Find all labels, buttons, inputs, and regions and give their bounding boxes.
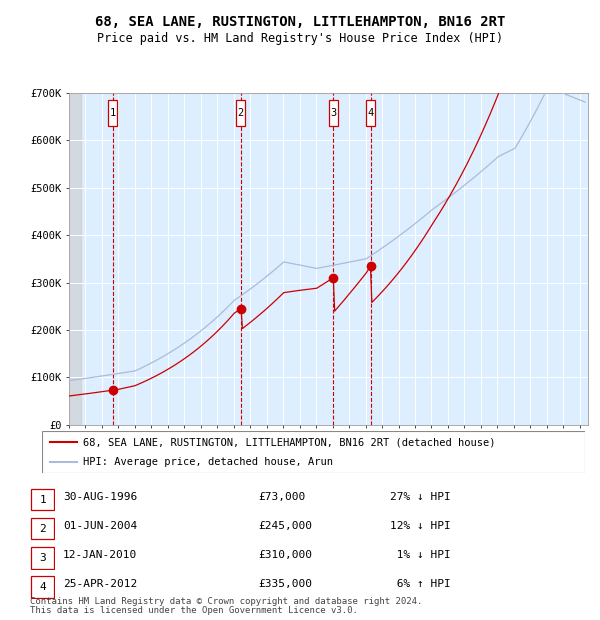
Text: £245,000: £245,000: [258, 521, 312, 531]
Bar: [69, 93, 82, 425]
FancyBboxPatch shape: [31, 547, 54, 569]
Text: Price paid vs. HM Land Registry's House Price Index (HPI): Price paid vs. HM Land Registry's House …: [97, 32, 503, 45]
Text: Contains HM Land Registry data © Crown copyright and database right 2024.: Contains HM Land Registry data © Crown c…: [30, 597, 422, 606]
FancyBboxPatch shape: [31, 576, 54, 598]
Text: 25-APR-2012: 25-APR-2012: [63, 579, 137, 590]
FancyBboxPatch shape: [31, 489, 54, 510]
Text: 3: 3: [39, 553, 46, 563]
Text: 6% ↑ HPI: 6% ↑ HPI: [390, 579, 451, 590]
Text: £335,000: £335,000: [258, 579, 312, 590]
FancyBboxPatch shape: [108, 100, 118, 126]
FancyBboxPatch shape: [367, 100, 376, 126]
Text: 2: 2: [238, 108, 244, 118]
FancyBboxPatch shape: [31, 518, 54, 539]
Text: 27% ↓ HPI: 27% ↓ HPI: [390, 492, 451, 502]
Text: 12-JAN-2010: 12-JAN-2010: [63, 550, 137, 560]
Text: 30-AUG-1996: 30-AUG-1996: [63, 492, 137, 502]
Text: 01-JUN-2004: 01-JUN-2004: [63, 521, 137, 531]
Text: 3: 3: [330, 108, 337, 118]
Text: HPI: Average price, detached house, Arun: HPI: Average price, detached house, Arun: [83, 457, 333, 467]
FancyBboxPatch shape: [236, 100, 245, 126]
Text: £310,000: £310,000: [258, 550, 312, 560]
FancyBboxPatch shape: [329, 100, 338, 126]
Text: 4: 4: [368, 108, 374, 118]
FancyBboxPatch shape: [42, 431, 585, 473]
Text: 2: 2: [39, 524, 46, 534]
Text: 1% ↓ HPI: 1% ↓ HPI: [390, 550, 451, 560]
Text: 1: 1: [39, 495, 46, 505]
Text: 68, SEA LANE, RUSTINGTON, LITTLEHAMPTON, BN16 2RT: 68, SEA LANE, RUSTINGTON, LITTLEHAMPTON,…: [95, 16, 505, 30]
Text: 1: 1: [110, 108, 116, 118]
Text: £73,000: £73,000: [258, 492, 305, 502]
Text: 4: 4: [39, 582, 46, 592]
Text: 12% ↓ HPI: 12% ↓ HPI: [390, 521, 451, 531]
Text: This data is licensed under the Open Government Licence v3.0.: This data is licensed under the Open Gov…: [30, 606, 358, 615]
Bar: [69, 93, 82, 425]
Text: 68, SEA LANE, RUSTINGTON, LITTLEHAMPTON, BN16 2RT (detached house): 68, SEA LANE, RUSTINGTON, LITTLEHAMPTON,…: [83, 437, 495, 447]
